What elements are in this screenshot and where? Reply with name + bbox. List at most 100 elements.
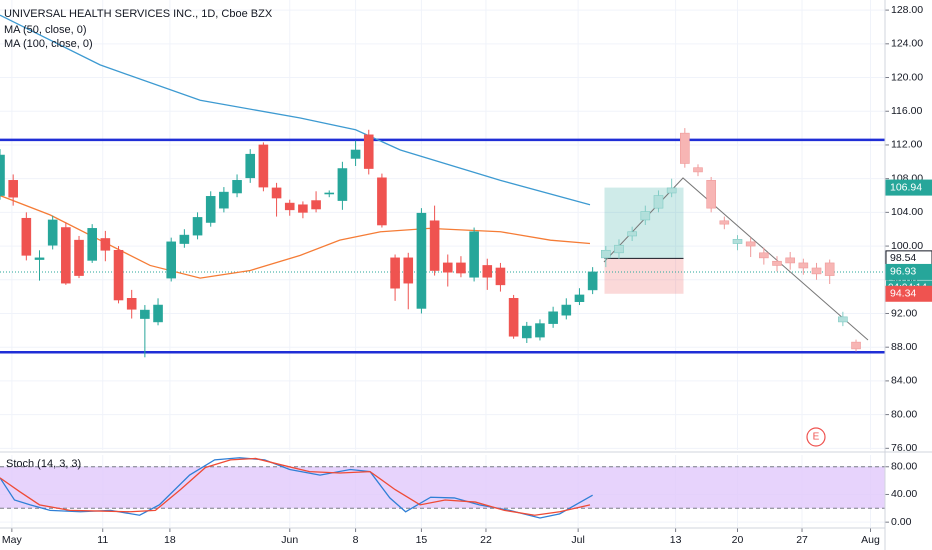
candle-body <box>34 257 45 260</box>
candle-body <box>21 217 32 256</box>
candle-body <box>126 298 137 310</box>
candle-body <box>61 227 71 284</box>
candle-body <box>456 262 466 274</box>
candle-body <box>298 204 308 213</box>
candle-body <box>377 177 387 226</box>
candle-body <box>8 180 18 198</box>
main-pane: E <box>0 0 885 450</box>
candle-body <box>574 294 585 302</box>
x-tick-label: 18 <box>164 534 176 546</box>
chart-title: UNIVERSAL HEALTH SERVICES INC., 1D, Cboe… <box>4 8 273 20</box>
candle-body <box>258 144 269 188</box>
y-tick-label: 128.00 <box>891 4 923 16</box>
candle-body <box>811 267 822 275</box>
candle-body <box>469 231 479 278</box>
candle-body <box>153 304 163 323</box>
candle-body <box>561 304 572 316</box>
candle-body <box>416 212 427 309</box>
stoch-band <box>0 466 885 509</box>
stop-price-label: 94.34 <box>890 288 916 300</box>
y-tick-label: 104.00 <box>891 206 923 218</box>
candle-body <box>798 262 809 269</box>
y-tick-label: 92.00 <box>891 307 917 319</box>
candle-body <box>284 202 295 211</box>
candle-body <box>47 219 58 246</box>
candle-body <box>824 262 835 276</box>
x-tick-label: May <box>2 534 23 546</box>
candle-body <box>390 257 400 289</box>
stoch-pane <box>0 455 885 527</box>
candle-body <box>205 196 216 223</box>
candle-body <box>87 228 97 261</box>
candle-body <box>706 180 716 209</box>
position-loss-zone <box>604 258 684 294</box>
candle-body <box>521 325 532 339</box>
candle-body <box>350 149 361 159</box>
candle-body <box>666 187 677 194</box>
y-tick-label: 80.00 <box>891 461 917 473</box>
candle-body <box>179 234 190 244</box>
y-tick-label: 88.00 <box>891 341 917 353</box>
candle-body <box>745 241 756 247</box>
y-tick-label: 0.00 <box>891 516 912 528</box>
stop-price-label-bg <box>885 285 932 302</box>
line-series <box>0 14 591 206</box>
candle-body <box>508 298 519 337</box>
y-tick-label: 76.00 <box>891 442 917 454</box>
candle-body <box>759 252 769 259</box>
x-tick-label: 20 <box>732 534 744 546</box>
candle-body <box>232 180 242 194</box>
y-tick-label: 40.00 <box>891 488 917 500</box>
stoch-title: Stoch (14, 3, 3) <box>6 458 81 470</box>
x-tick-label: 15 <box>416 534 428 546</box>
target-price-label-bg <box>885 179 932 196</box>
candle-body <box>640 211 651 221</box>
x-tick-label: 11 <box>97 534 108 546</box>
candle-body <box>601 249 611 259</box>
candle-body <box>851 341 861 350</box>
candle-body <box>732 239 743 244</box>
candle-body <box>140 309 150 319</box>
candle-body <box>324 192 335 195</box>
candle-body <box>192 217 203 236</box>
last-price-label: 96.93 <box>890 266 916 278</box>
candle-body <box>614 244 624 254</box>
y-tick-label: 100.00 <box>891 240 923 252</box>
candle-body <box>403 257 414 284</box>
legend-ma50: MA (50, close, 0) <box>4 24 87 36</box>
candle-body <box>113 249 124 301</box>
x-tick-label: Jul <box>571 534 584 546</box>
candle-body <box>693 167 703 173</box>
last-price-label-bg <box>885 263 932 280</box>
y-tick-label: 112.00 <box>891 139 922 151</box>
axes: 76.0080.0084.0088.0092.0096.00100.00104.… <box>2 4 932 546</box>
legend-ma100: MA (100, close, 0) <box>4 38 93 50</box>
y-tick-label: 124.00 <box>891 38 923 50</box>
x-tick-label: 27 <box>796 534 808 546</box>
candle-body <box>627 231 637 237</box>
x-tick-label: 13 <box>670 534 682 546</box>
y-tick-label: 84.00 <box>891 375 917 387</box>
candle-body <box>772 260 782 266</box>
candle-body <box>680 132 690 164</box>
entry-price-label: 98.54 <box>890 252 916 264</box>
candle-body <box>653 195 664 209</box>
line-series <box>0 457 593 519</box>
x-tick-label: 22 <box>480 534 492 546</box>
candle-body <box>587 271 598 291</box>
y-tick-label: 116.00 <box>891 105 922 117</box>
earnings-label: E <box>813 432 820 443</box>
x-tick-label: Aug <box>861 534 880 546</box>
candle-body <box>363 134 374 169</box>
candle-body <box>719 220 730 225</box>
candle-body <box>442 262 453 273</box>
candle-body <box>271 187 282 199</box>
candle-body <box>482 265 493 278</box>
candle-body <box>535 323 545 338</box>
candle-body <box>100 238 111 251</box>
candle-body <box>311 200 321 210</box>
y-tick-label: 120.00 <box>891 71 923 83</box>
y-tick-label: 80.00 <box>891 408 917 420</box>
